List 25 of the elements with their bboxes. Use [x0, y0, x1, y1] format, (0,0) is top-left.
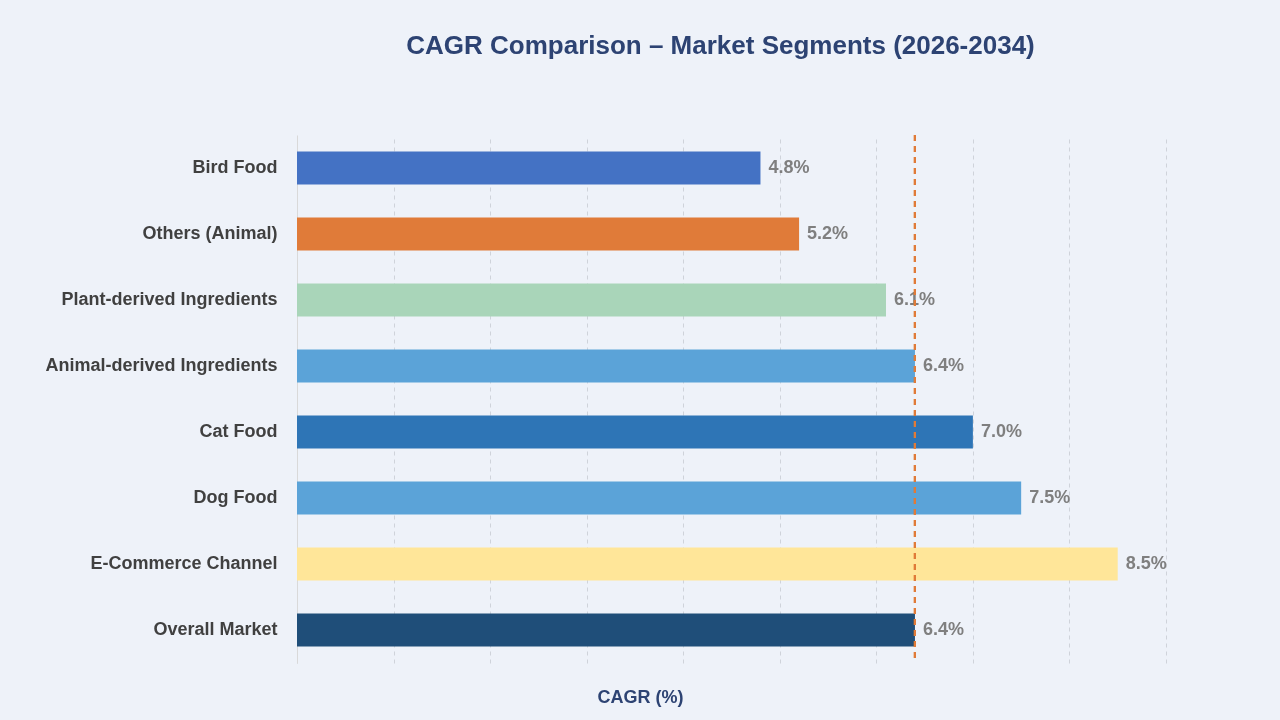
x-axis-title: CAGR (%): [597, 686, 684, 707]
bar: [297, 547, 1118, 581]
bar: [297, 481, 1022, 515]
data-label: 4.8%: [768, 157, 810, 177]
bar: [297, 349, 915, 383]
bar: [297, 217, 800, 251]
y-tick-label: Overall Market: [153, 619, 278, 639]
bar: [297, 415, 973, 449]
data-label: 5.2%: [807, 223, 849, 243]
data-label: 7.5%: [1029, 487, 1071, 507]
y-tick-label: Others (Animal): [142, 223, 278, 243]
data-label: 7.0%: [980, 421, 1022, 441]
y-tick-label: Animal-derived Ingredients: [45, 355, 278, 375]
chart-title: CAGR Comparison – Market Segments (2026-2034): [406, 30, 1035, 60]
bar: [297, 151, 761, 185]
y-tick-label: Plant-derived Ingredients: [61, 289, 278, 309]
bar: [297, 613, 915, 647]
y-tick-label: E-Commerce Channel: [90, 553, 278, 573]
y-tick-label: Cat Food: [199, 421, 278, 441]
data-label: 6.4%: [922, 355, 964, 375]
y-tick-label: Bird Food: [192, 157, 278, 177]
data-label: 8.5%: [1125, 553, 1167, 573]
y-tick-label: Dog Food: [193, 487, 278, 507]
data-label: 6.4%: [922, 619, 964, 639]
bar: [297, 283, 886, 317]
